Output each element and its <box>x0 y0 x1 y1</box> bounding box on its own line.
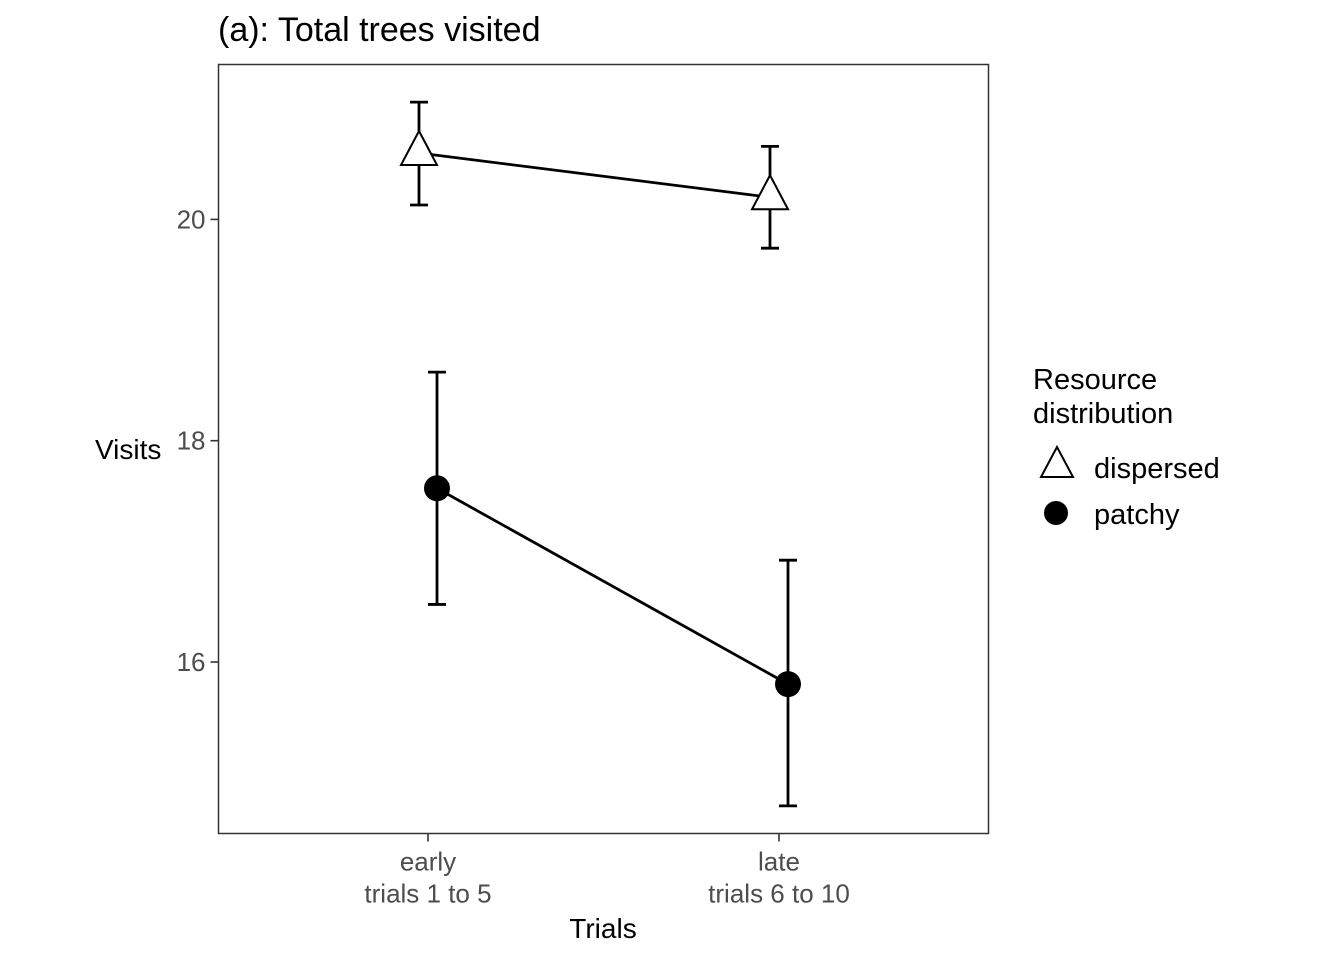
patchy-point-0 <box>424 475 450 502</box>
series-dispersed <box>399 100 790 250</box>
legend-title-line-1: Resource <box>1033 364 1157 396</box>
dispersed-point-1 <box>750 173 790 211</box>
patchy-point-1 <box>775 671 801 698</box>
x-axis-label: Trials <box>569 913 636 944</box>
plot-panel <box>217 63 990 835</box>
legend-entry-dispersed: dispersed <box>1094 453 1220 485</box>
y-axis: 16 18 20 <box>177 204 219 677</box>
patchy-line <box>436 487 789 686</box>
series-layer <box>399 100 801 808</box>
legend-circle-marker-icon <box>1044 501 1068 525</box>
legend: Resource distribution dispersed patchy <box>1033 364 1220 531</box>
y-tick-label-16: 16 <box>177 647 206 677</box>
x-tick-label-1-line-2: trials 6 to 10 <box>708 879 850 909</box>
chart-title: (a): Total trees visited <box>218 11 541 49</box>
dispersed-point-0 <box>399 128 439 167</box>
y-tick-label-18: 18 <box>177 426 206 456</box>
legend-triangle-marker-icon <box>1039 444 1075 478</box>
dispersed-line <box>418 151 771 199</box>
x-tick-label-1-line-1: late <box>758 847 800 877</box>
series-patchy <box>424 370 801 808</box>
y-tick-label-20: 20 <box>177 204 206 234</box>
x-tick-label-0-line-1: early <box>400 847 456 877</box>
legend-entry-patchy: patchy <box>1094 499 1180 531</box>
legend-title-line-2: distribution <box>1033 398 1173 430</box>
y-axis-label: Visits <box>95 434 161 465</box>
x-tick-label-0-line-2: trials 1 to 5 <box>364 879 491 909</box>
